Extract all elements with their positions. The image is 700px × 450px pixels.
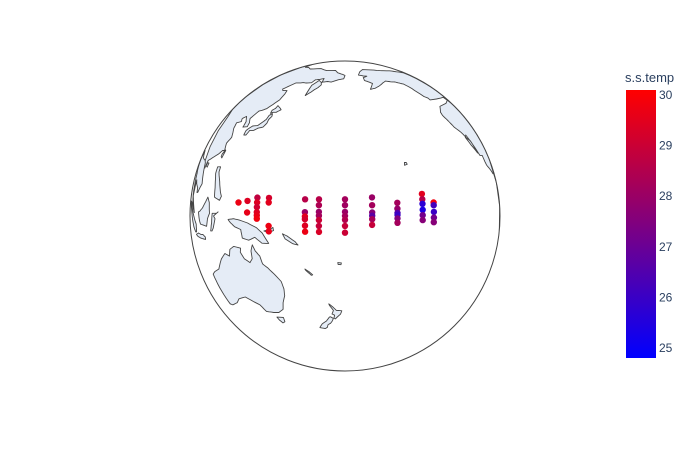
data-point[interactable] xyxy=(341,222,349,230)
fiji-landmass xyxy=(337,262,342,266)
data-point[interactable] xyxy=(419,212,426,219)
data-point[interactable] xyxy=(419,200,426,207)
data-point[interactable] xyxy=(315,216,323,224)
data-point[interactable] xyxy=(368,194,376,201)
philippines-landmass xyxy=(214,166,222,201)
data-point[interactable] xyxy=(315,228,323,236)
data-point[interactable] xyxy=(430,219,437,226)
colorbar-gradient xyxy=(626,90,656,358)
data-point[interactable] xyxy=(235,199,242,206)
new-caledonia-landmass xyxy=(304,268,314,276)
data-point[interactable] xyxy=(341,202,349,209)
data-point[interactable] xyxy=(369,216,376,223)
data-point[interactable] xyxy=(315,202,323,209)
solomons-landmass xyxy=(281,233,299,246)
data-point[interactable] xyxy=(315,212,323,219)
data-point[interactable] xyxy=(315,222,323,230)
colorbar-ticks: 30 29 28 27 26 25 xyxy=(659,88,673,355)
kamchatka-landmass xyxy=(304,79,322,96)
data-point[interactable] xyxy=(253,203,261,211)
data-point[interactable] xyxy=(301,216,309,223)
new-guinea-landmass xyxy=(227,218,270,244)
data-point[interactable] xyxy=(265,228,272,235)
globe-outline xyxy=(189,60,501,372)
colorbar-title: s.s.temp xyxy=(625,70,674,85)
data-point[interactable] xyxy=(341,229,349,236)
hokkaido-landmass xyxy=(269,105,282,114)
data-point[interactable] xyxy=(254,194,261,201)
data-point[interactable] xyxy=(430,214,438,221)
data-point[interactable] xyxy=(265,194,273,202)
data-point[interactable] xyxy=(341,216,349,223)
colorbar-tick-label: 25 xyxy=(659,341,673,355)
indochina-landmass xyxy=(192,150,206,213)
java-landmass xyxy=(196,232,207,240)
data-point[interactable] xyxy=(341,196,349,203)
data-point[interactable] xyxy=(419,196,426,203)
taiwan-landmass xyxy=(220,149,227,159)
data-point[interactable] xyxy=(244,197,251,205)
colorbar-tick-label: 29 xyxy=(659,139,673,153)
data-point[interactable] xyxy=(368,202,376,209)
data-point[interactable] xyxy=(301,222,309,229)
data-point[interactable] xyxy=(301,196,309,203)
colorbar-tick-label: 28 xyxy=(659,189,673,203)
data-point[interactable] xyxy=(315,196,323,203)
data-point[interactable] xyxy=(394,219,401,226)
new-zealand-north-landmass xyxy=(328,303,343,320)
new-zealand-south-landmass xyxy=(319,316,334,330)
data-point[interactable] xyxy=(419,216,426,224)
sumatra-landmass xyxy=(190,200,198,233)
data-point[interactable] xyxy=(368,221,376,229)
data-point[interactable] xyxy=(265,222,272,230)
australia-landmass xyxy=(212,244,286,313)
borneo-landmass xyxy=(198,196,210,227)
colorbar-tick-label: 27 xyxy=(659,240,673,254)
data-point[interactable] xyxy=(253,199,261,206)
data-point[interactable] xyxy=(265,199,272,206)
tasmania-landmass xyxy=(276,316,286,324)
land-layer xyxy=(190,64,500,330)
data-point[interactable] xyxy=(394,199,401,206)
data-point[interactable] xyxy=(418,190,426,198)
sulawesi-landmass xyxy=(210,211,219,232)
data-point[interactable] xyxy=(419,206,426,213)
data-point[interactable] xyxy=(430,208,438,216)
japan-landmass xyxy=(243,113,273,136)
globe xyxy=(189,60,501,372)
colorbar-tick-label: 30 xyxy=(659,88,673,102)
data-point[interactable] xyxy=(394,215,401,222)
data-point[interactable] xyxy=(243,209,251,216)
hainan-landmass xyxy=(205,162,210,168)
data-point[interactable] xyxy=(301,228,309,235)
data-points xyxy=(235,190,438,236)
data-point[interactable] xyxy=(430,202,437,209)
colorbar-tick-label: 26 xyxy=(659,290,673,304)
colorbar: s.s.temp 30 29 28 27 26 25 xyxy=(625,70,674,358)
data-point[interactable] xyxy=(253,215,260,222)
hawaii-landmass xyxy=(403,162,408,166)
